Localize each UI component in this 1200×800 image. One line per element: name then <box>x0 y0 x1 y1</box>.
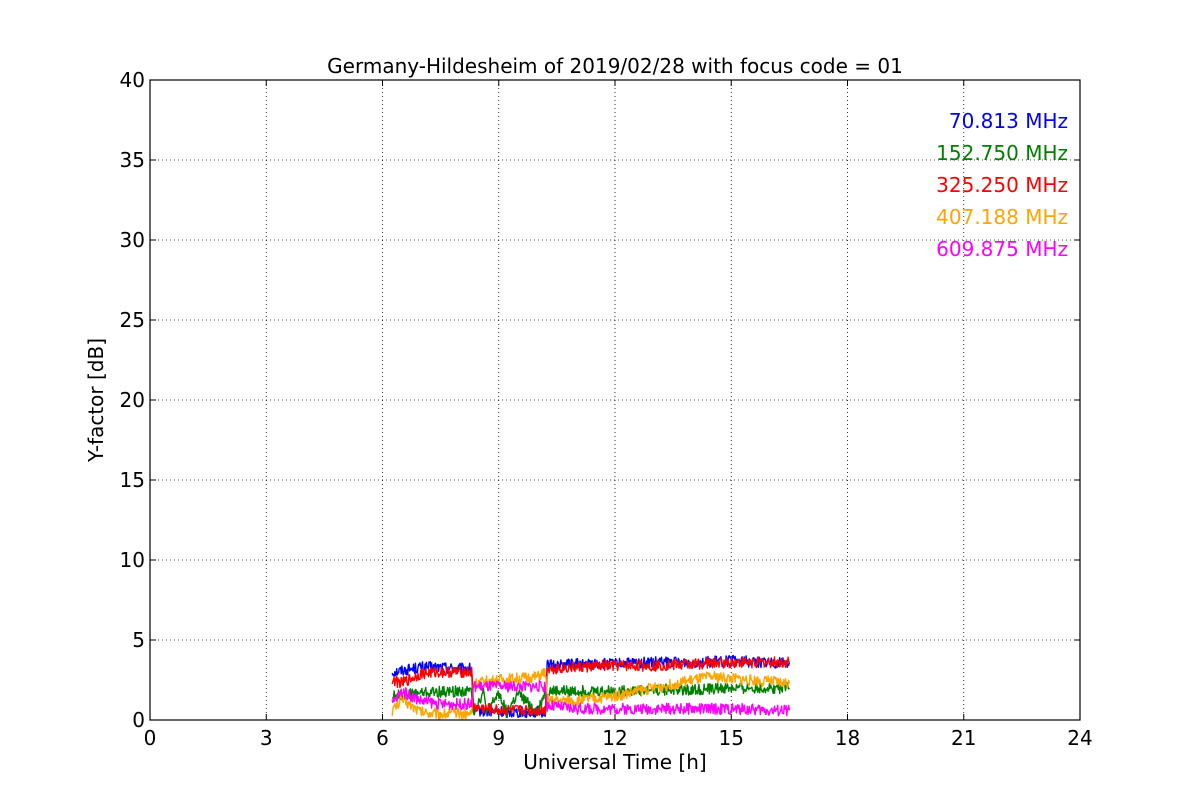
y-axis-label: Y-factor [dB] <box>84 338 108 463</box>
x-tick-label: 0 <box>144 726 157 750</box>
y-tick-label: 35 <box>120 148 145 172</box>
grid <box>150 80 1080 720</box>
x-axis-label: Universal Time [h] <box>523 750 706 774</box>
x-tick-label: 18 <box>835 726 860 750</box>
series-line <box>391 681 790 718</box>
legend-entry: 325.250 MHz <box>936 173 1068 197</box>
y-tick-label: 5 <box>132 628 145 652</box>
x-tick-label: 15 <box>719 726 744 750</box>
legend: 70.813 MHz 152.750 MHz 325.250 MHz 407.188 … <box>936 109 1068 261</box>
x-tick-label: 6 <box>376 726 389 750</box>
y-tick-label: 20 <box>120 388 145 412</box>
series-layer <box>391 654 791 720</box>
x-tick-label: 3 <box>260 726 273 750</box>
legend-entry: 609.875 MHz <box>936 237 1068 261</box>
series-line <box>391 656 790 717</box>
x-tick-label: 24 <box>1067 726 1092 750</box>
y-tick-label: 30 <box>120 228 145 252</box>
y-tick-label: 15 <box>120 468 145 492</box>
y-tick-label: 40 <box>120 68 145 92</box>
y-tick-label: 25 <box>120 308 145 332</box>
y-tick-label: 10 <box>120 548 145 572</box>
chart-title: Germany-Hildesheim of 2019/02/28 with fo… <box>327 54 903 78</box>
legend-entry: 70.813 MHz <box>949 109 1068 133</box>
series-line <box>391 668 791 720</box>
axis-ticks: 0 3 6 9 12 15 18 21 24 0 5 10 15 20 25 30 35 40 <box>120 68 1093 750</box>
legend-entry: 152.750 MHz <box>936 141 1068 165</box>
x-tick-label: 21 <box>951 726 976 750</box>
x-tick-label: 9 <box>492 726 505 750</box>
x-tick-label: 12 <box>602 726 627 750</box>
y-tick-label: 0 <box>132 708 145 732</box>
legend-entry: 407.188 MHz <box>936 205 1068 229</box>
series-line <box>391 680 791 717</box>
